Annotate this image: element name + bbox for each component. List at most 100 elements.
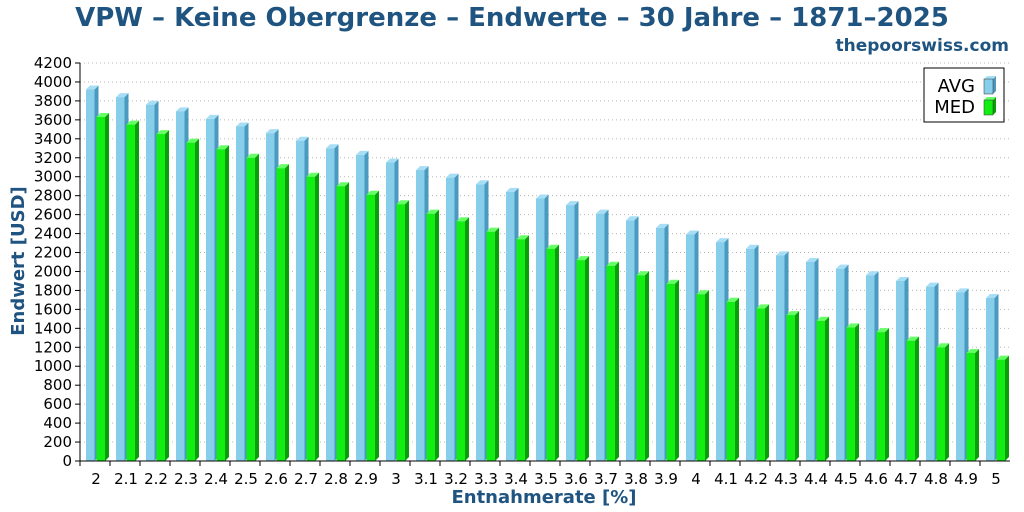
y-tick-label: 2200 [34,244,72,262]
y-tick-label: 800 [43,376,72,394]
y-tick-label: 0 [62,452,72,470]
legend-label-avg: AVG [938,76,975,97]
bar-med [846,323,859,461]
y-tick-label: 1800 [34,281,72,299]
bar-med-side [585,256,589,461]
bar-area [86,85,1009,462]
y-tick-label: 3000 [34,168,72,186]
bar-med-front [516,239,525,461]
bar-med-front [306,176,315,461]
bar-avg-top [626,216,639,221]
bar-med-top [516,235,529,240]
bar-med [906,336,919,461]
bar-med-front [696,294,705,461]
x-tick-label: 3.2 [444,470,468,488]
bar-med-side [525,235,529,461]
x-tick-label: 3.1 [414,470,438,488]
bar-med-front [576,260,585,461]
y-tick-label: 3800 [34,92,72,110]
bar-med-front [456,221,465,461]
bar-avg-top [206,114,219,119]
bar-med-side [315,172,319,461]
bar-med [696,290,709,461]
bar-med-side [375,190,379,461]
bar-avg-front [206,118,215,462]
bar-avg-top [836,264,849,269]
bar-avg-front [416,170,425,462]
bar-med-top [276,164,289,169]
bar-avg-front [776,255,785,461]
bar-med [816,316,829,461]
bar-med-top [996,355,1009,360]
bar-med-top [186,138,199,143]
bar-avg-front [716,242,725,461]
bar-med [666,279,679,461]
bar-med [756,304,769,461]
x-tick-label: 4 [691,470,701,488]
bar-avg-front [956,292,965,461]
bar-med-top [156,130,169,135]
y-tick-label: 1000 [34,357,72,375]
bar-avg-top [416,166,429,171]
x-tick-label: 3.3 [474,470,498,488]
bar-avg-front [176,111,185,461]
bar-med-top [366,190,379,195]
bar-med-top [666,279,679,284]
bar-avg-top [716,238,729,243]
x-tick-label: 2.5 [234,470,258,488]
bar-med [276,164,289,461]
bar-med-side [495,227,499,461]
bar-avg-front [566,205,575,461]
x-tick-label: 2.7 [294,470,318,488]
bar-med-side [465,217,469,461]
bar-avg-front [896,280,905,461]
x-tick-label: 3.9 [654,470,678,488]
legend-label-med: MED [934,97,975,118]
bar-avg-top [776,251,789,256]
bar-med-front [486,231,495,461]
y-tick-label: 600 [43,395,72,413]
bar-avg-front [476,184,485,462]
bar-avg-front [146,104,155,461]
bar-med [216,145,229,461]
bar-med [156,130,169,462]
bar-avg-front [296,140,305,461]
y-tick-label: 2000 [34,262,72,280]
bar-avg-top [566,201,579,206]
bar-med [966,348,979,461]
bar-med [996,355,1009,461]
x-tick-label: 4.2 [744,470,768,488]
bar-med-side [855,323,859,461]
bar-med-top [606,261,619,266]
x-tick-label: 4.7 [894,470,918,488]
legend-swatch-med-top [984,97,996,100]
bar-avg-front [686,234,695,461]
bar-med-front [246,157,255,461]
y-tick-label: 4000 [34,73,72,91]
bar-med [456,217,469,461]
bar-med-front [276,168,285,461]
bar-med-top [546,244,559,249]
bar-med-side [195,138,199,461]
x-tick-label: 4.1 [714,470,738,488]
y-tick-label: 1600 [34,300,72,318]
bar-med-side [915,336,919,461]
bar-avg-front [866,275,875,461]
y-tick-label: 200 [43,433,72,451]
bar-med-front [426,213,435,461]
bar-avg-front [116,97,125,461]
bar-avg-top [656,223,669,228]
bar-med-side [345,182,349,461]
bar-med-side [435,209,439,461]
legend-swatch-avg-side [993,76,996,94]
bar-med-side [945,343,949,461]
bar-med-top [306,172,319,177]
bar-avg-front [626,220,635,461]
x-tick-label: 3.7 [594,470,618,488]
bar-med-side [165,130,169,462]
x-tick-label: 3 [391,470,401,488]
bar-med [636,271,649,461]
bar-med [726,297,739,461]
bar-med [96,113,109,461]
bar-med [516,235,529,461]
